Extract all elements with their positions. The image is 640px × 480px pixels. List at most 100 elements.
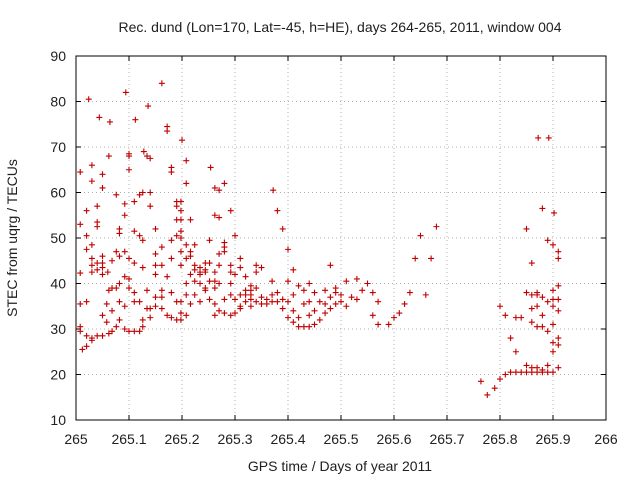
data-point xyxy=(116,280,123,287)
data-point xyxy=(105,153,112,160)
data-point xyxy=(274,207,281,214)
data-point xyxy=(191,291,198,298)
data-point xyxy=(285,278,291,285)
data-point xyxy=(306,298,313,305)
data-point xyxy=(94,266,101,273)
data-point xyxy=(539,294,546,301)
data-point xyxy=(183,291,190,298)
data-point xyxy=(539,312,546,319)
data-point xyxy=(332,285,339,292)
data-point xyxy=(99,271,106,278)
data-point xyxy=(126,166,132,173)
data-point xyxy=(99,312,106,319)
data-point xyxy=(139,237,146,244)
y-tick-label: 70 xyxy=(50,139,66,155)
data-point xyxy=(550,369,556,376)
data-point xyxy=(121,326,128,332)
data-point xyxy=(227,269,234,276)
data-point xyxy=(279,305,286,312)
data-point xyxy=(191,241,198,248)
data-point xyxy=(191,262,198,269)
y-tick-label: 20 xyxy=(50,367,66,383)
data-point xyxy=(121,200,128,207)
data-point xyxy=(177,248,184,255)
data-point xyxy=(164,312,171,319)
data-point xyxy=(177,316,184,323)
data-point xyxy=(187,271,194,278)
data-point xyxy=(428,255,435,262)
data-point xyxy=(85,96,92,103)
data-point xyxy=(83,207,90,214)
x-tick-label: 265.3 xyxy=(217,431,252,447)
data-point xyxy=(144,287,151,294)
data-point xyxy=(375,298,382,305)
data-point xyxy=(183,241,190,248)
data-point xyxy=(206,260,213,267)
data-point xyxy=(126,275,132,282)
data-point xyxy=(290,291,297,298)
data-point xyxy=(253,262,260,269)
data-point xyxy=(550,241,556,248)
data-point xyxy=(311,307,318,314)
data-point xyxy=(535,134,542,141)
data-point xyxy=(139,316,146,323)
data-point xyxy=(300,287,307,294)
data-point xyxy=(544,298,551,305)
data-point xyxy=(306,280,313,287)
gridlines xyxy=(76,56,606,420)
data-point xyxy=(539,366,546,373)
data-point xyxy=(158,262,165,269)
data-point xyxy=(113,323,120,330)
data-point xyxy=(187,248,194,255)
x-axis-label: GPS time / Days of year 2011 xyxy=(248,458,432,474)
data-point xyxy=(131,289,138,296)
data-point xyxy=(338,298,344,305)
data-point xyxy=(140,148,147,155)
data-point xyxy=(322,300,329,307)
data-point xyxy=(555,296,562,303)
data-point xyxy=(116,316,123,323)
data-point xyxy=(113,191,120,198)
data-point xyxy=(237,303,244,310)
data-point xyxy=(88,255,95,262)
data-point xyxy=(550,287,556,294)
data-point xyxy=(197,298,204,305)
data-point xyxy=(544,237,551,244)
data-point xyxy=(105,330,112,337)
data-point xyxy=(412,255,419,262)
data-point xyxy=(126,150,132,157)
data-point xyxy=(518,369,525,376)
y-tick-labels: 10 20 30 40 50 60 70 80 90 xyxy=(50,48,66,428)
data-point xyxy=(545,134,552,141)
x-tick-label: 265.8 xyxy=(482,431,517,447)
chart-title: Rec. dund (Lon=170, Lat=-45, h=HE), days… xyxy=(119,19,562,35)
data-point xyxy=(227,262,234,269)
data-point xyxy=(94,219,101,226)
data-point xyxy=(290,266,297,273)
data-point xyxy=(322,287,329,294)
data-point xyxy=(544,369,551,376)
data-point xyxy=(348,294,355,301)
data-point xyxy=(555,364,562,371)
data-point xyxy=(131,328,138,335)
data-point xyxy=(136,191,143,198)
data-point xyxy=(164,273,171,280)
data-point xyxy=(422,291,429,298)
data-point xyxy=(168,314,175,321)
data-point xyxy=(168,255,175,262)
data-point xyxy=(555,341,562,348)
data-point xyxy=(253,285,260,292)
data-point xyxy=(247,303,254,310)
data-point xyxy=(116,298,123,305)
data-point xyxy=(295,282,302,289)
data-point xyxy=(99,332,106,339)
data-point xyxy=(158,244,165,251)
data-point xyxy=(497,303,503,310)
y-tick-label: 90 xyxy=(50,48,66,64)
data-point xyxy=(534,364,541,371)
data-point xyxy=(279,296,286,303)
data-point xyxy=(270,187,277,194)
data-point xyxy=(523,369,530,376)
data-point xyxy=(216,262,223,269)
data-point xyxy=(191,278,198,285)
